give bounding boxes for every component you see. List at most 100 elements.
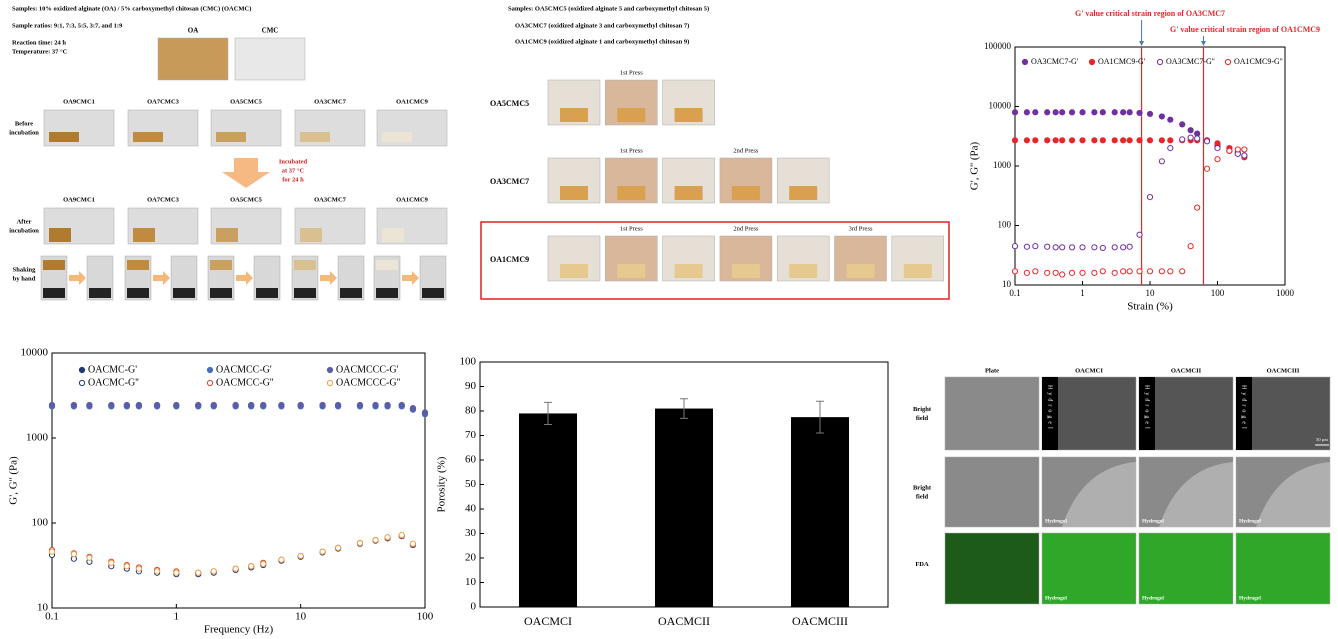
gel xyxy=(43,260,65,270)
data-point xyxy=(372,401,379,409)
data-point xyxy=(398,401,405,409)
y-axis-label: G', G'' (Pa) xyxy=(969,141,981,190)
data-point xyxy=(210,401,217,409)
data-point xyxy=(1120,244,1127,251)
data-point xyxy=(1226,147,1233,154)
data-point xyxy=(1023,109,1030,116)
data-point xyxy=(1167,137,1174,144)
label: Hydrogel xyxy=(1045,595,1067,601)
arrow xyxy=(236,271,253,285)
data-point xyxy=(1214,144,1221,152)
label: 1st Press xyxy=(620,69,643,76)
data-point xyxy=(1044,137,1051,144)
data-point xyxy=(108,401,115,409)
highlight-box xyxy=(480,221,950,300)
gel xyxy=(216,132,246,142)
gel xyxy=(674,108,703,122)
data-point xyxy=(278,556,285,563)
data-point xyxy=(1167,144,1174,152)
y-tick-label: 100 xyxy=(32,517,49,529)
data-point xyxy=(1203,165,1211,172)
data-point xyxy=(1167,116,1174,123)
label: OA5CMC5 xyxy=(230,98,263,105)
y-tick-label: 50 xyxy=(465,478,477,490)
cap xyxy=(376,288,398,298)
data-point xyxy=(248,563,255,570)
legend-label: OA1CMC9-G' xyxy=(1098,57,1146,66)
label: OA1CMC9 xyxy=(396,98,429,105)
label: 50 µm xyxy=(1316,437,1328,442)
data-point xyxy=(1187,134,1194,141)
data-point xyxy=(1059,137,1066,144)
legend-marker xyxy=(1156,58,1164,66)
photo xyxy=(1138,532,1234,605)
hydrogel-strip xyxy=(1139,377,1155,450)
hydrogel-strip xyxy=(1042,377,1058,450)
data-point xyxy=(1011,109,1019,116)
data-point xyxy=(1091,109,1098,116)
data-point xyxy=(153,401,161,409)
gel xyxy=(789,264,818,278)
gel xyxy=(49,132,79,142)
gel xyxy=(300,228,322,242)
label: OA7CMC3 xyxy=(147,98,180,105)
label: Hydrogel xyxy=(1142,595,1164,601)
data-point xyxy=(334,544,342,551)
label: 3rd Press xyxy=(848,225,872,232)
gel xyxy=(560,108,588,122)
y-tick-label: 10 xyxy=(465,576,477,588)
data-point xyxy=(173,401,180,409)
data-point xyxy=(70,401,77,409)
data-point xyxy=(260,560,267,568)
legend-marker xyxy=(78,366,86,374)
data-point xyxy=(1111,269,1118,276)
x-tick-label: 0.1 xyxy=(1009,288,1020,298)
label: Hydrogel xyxy=(1047,385,1053,432)
gel xyxy=(674,264,703,278)
legend-marker xyxy=(1021,58,1029,66)
y-tick-label: 10 xyxy=(37,602,49,614)
data-point xyxy=(421,409,429,416)
photo xyxy=(944,376,1040,451)
legend-label: OACMCCC-G' xyxy=(336,364,399,375)
gel xyxy=(49,228,71,242)
y-tick-label: 80 xyxy=(465,405,477,417)
data-point xyxy=(1120,137,1127,144)
gel xyxy=(382,228,404,242)
data-point xyxy=(409,540,417,547)
label: at 37 °C xyxy=(282,167,305,174)
x-tick-label: OACMCIII xyxy=(792,614,848,628)
data-point xyxy=(1120,109,1127,116)
cap xyxy=(294,288,316,298)
data-point xyxy=(86,554,93,561)
x-tick-label: 100 xyxy=(417,611,434,623)
data-point xyxy=(1052,269,1059,276)
data-point xyxy=(1179,121,1186,128)
hydrogel-edge xyxy=(1062,462,1136,527)
data-point xyxy=(1032,137,1039,144)
annotation: G' value critical strain region of OA3CM… xyxy=(1075,9,1225,18)
label: CMC xyxy=(262,27,279,35)
legend-label: OA3CMC7-G' xyxy=(1031,57,1079,66)
error-bar xyxy=(544,401,552,425)
data-point xyxy=(123,401,130,409)
data-point xyxy=(173,569,180,576)
gel xyxy=(617,186,646,200)
cap xyxy=(340,288,362,298)
data-point xyxy=(297,552,304,560)
legend-label: OA3CMC7-G'' xyxy=(1166,57,1215,66)
data-point xyxy=(1194,135,1201,142)
data-point xyxy=(1241,146,1248,153)
photo xyxy=(157,37,229,81)
label: OA1CMC9 xyxy=(396,196,429,203)
gel xyxy=(903,264,932,278)
hydrogel-strip xyxy=(1236,377,1252,450)
y-tick-label: 90 xyxy=(465,380,477,392)
gel xyxy=(617,108,646,122)
gel xyxy=(216,228,238,242)
gel xyxy=(300,132,330,142)
data-point xyxy=(1241,152,1248,159)
cap xyxy=(43,288,65,298)
